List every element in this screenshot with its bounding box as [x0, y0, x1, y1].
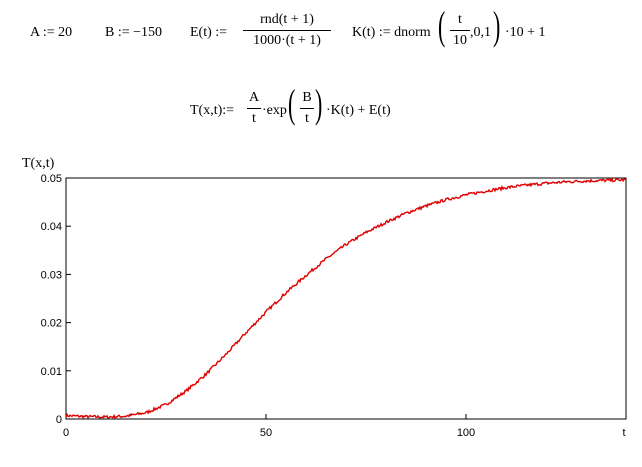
y-tick-label: 0.04 [41, 221, 62, 233]
left-paren: ( [438, 3, 446, 48]
y-tick-label: 0 [56, 414, 62, 426]
x-ticks: 0 50 100 [63, 414, 475, 439]
x-tick-label: 50 [260, 427, 272, 439]
a-definition[interactable]: A := 20 [30, 25, 73, 40]
y-axis-label: T(x,t) [22, 156, 55, 171]
fraction-bar [300, 108, 314, 109]
t-exp: ·exp [262, 103, 287, 118]
t-outer-fraction: A t [247, 91, 261, 126]
e-definition-lhs[interactable]: E(t) := [190, 25, 228, 40]
k-inner-denominator: 10 [453, 33, 467, 48]
y-tick-label: 0.02 [41, 318, 62, 330]
right-paren: ) [315, 81, 323, 126]
x-tick-label: 100 [457, 427, 475, 439]
t-inner-fraction: B t [300, 91, 314, 126]
k-inner-numerator: t [458, 12, 462, 27]
x-axis-label: t [622, 427, 625, 439]
right-paren: ) [493, 3, 501, 48]
t-definition-lhs[interactable]: T(x,t):= [190, 103, 235, 118]
y-tick-label: 0.05 [41, 173, 62, 185]
t-inner-denominator: t [305, 111, 309, 126]
fraction-bar [450, 30, 470, 31]
y-tick-label: 0.01 [41, 366, 62, 378]
e-numerator: rnd(t + 1) [260, 12, 314, 27]
e-denominator: 1000·(t + 1) [253, 33, 321, 48]
t-outer-denominator: t [252, 111, 256, 126]
y-tick-label: 0.03 [41, 269, 62, 281]
k-args: ,0,1 [470, 25, 491, 40]
t-outer-numerator: A [248, 90, 260, 105]
plot-frame [65, 177, 627, 420]
t-inner-numerator: B [302, 90, 312, 105]
left-paren: ( [288, 81, 296, 126]
series-line [65, 176, 627, 420]
b-definition[interactable]: B := −150 [105, 25, 163, 40]
fraction-bar [243, 30, 331, 31]
k-definition-lhs[interactable]: K(t) := dnorm [352, 25, 431, 40]
y-ticks: 0 0.01 0.02 0.03 0.04 0.05 [41, 173, 71, 426]
x-tick-label: 0 [63, 427, 69, 439]
e-definition-fraction: rnd(t + 1) 1000·(t + 1) [243, 13, 331, 48]
fraction-bar [247, 108, 261, 109]
k-tail: ·10 + 1 [505, 25, 546, 40]
t-tail: ·K(t) + E(t) [326, 103, 391, 118]
k-inner-fraction: t 10 [450, 13, 470, 48]
